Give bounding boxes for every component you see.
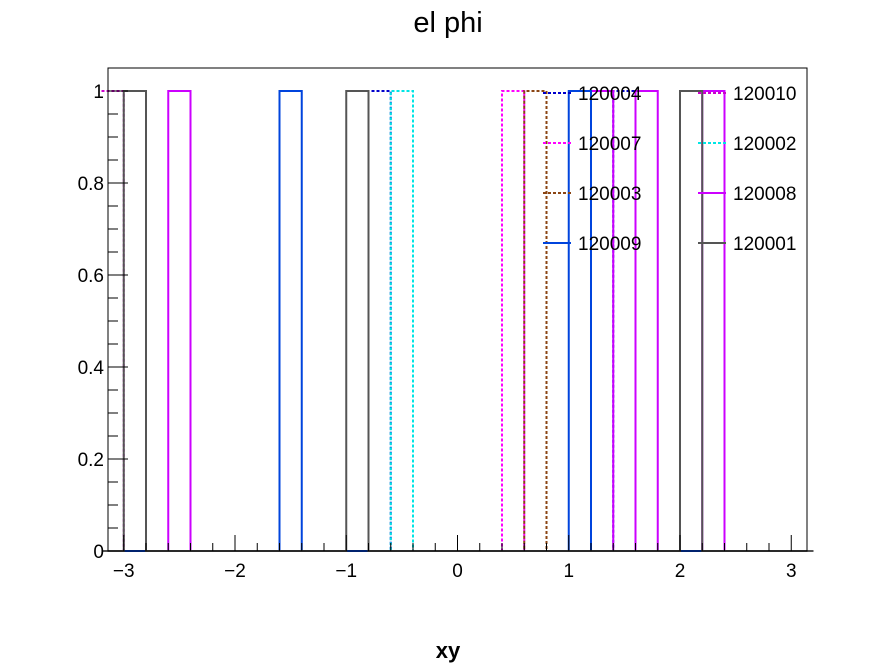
legend-label-120008: 120008 xyxy=(733,184,796,205)
x-tick-label: −1 xyxy=(335,561,357,582)
legend-label-120001: 120001 xyxy=(733,234,796,255)
y-tick-label: 1 xyxy=(93,82,104,103)
x-tick-label: 1 xyxy=(563,561,574,582)
legend: 120004 120010 120007 120002 120003 120008 1200… xyxy=(543,84,796,255)
x-axis-title: xy xyxy=(436,638,461,663)
legend-label-120002: 120002 xyxy=(733,134,796,155)
y-tick-label: 0.8 xyxy=(78,174,104,195)
y-tick-label: 0.6 xyxy=(78,266,104,287)
x-tick-label: −2 xyxy=(224,561,246,582)
y-tick-label: 0.4 xyxy=(78,358,105,379)
x-tick-label: 3 xyxy=(786,561,797,582)
x-axis: −3 −2 −1 0 1 2 3 xyxy=(113,535,797,582)
y-tick-label: 0.2 xyxy=(78,450,104,471)
legend-label-120007: 120007 xyxy=(578,134,641,155)
legend-label-120010: 120010 xyxy=(733,84,796,105)
chart-title: el phi xyxy=(413,7,482,39)
legend-label-120003: 120003 xyxy=(578,184,641,205)
x-tick-label: 0 xyxy=(452,561,463,582)
y-tick-label: 0 xyxy=(93,542,104,563)
x-tick-label: −3 xyxy=(113,561,135,582)
legend-label-120004: 120004 xyxy=(578,84,642,105)
x-tick-label: 2 xyxy=(675,561,686,582)
y-axis: 0 0.2 0.4 0.6 0.8 1 xyxy=(78,67,128,563)
legend-label-120009: 120009 xyxy=(578,234,641,255)
